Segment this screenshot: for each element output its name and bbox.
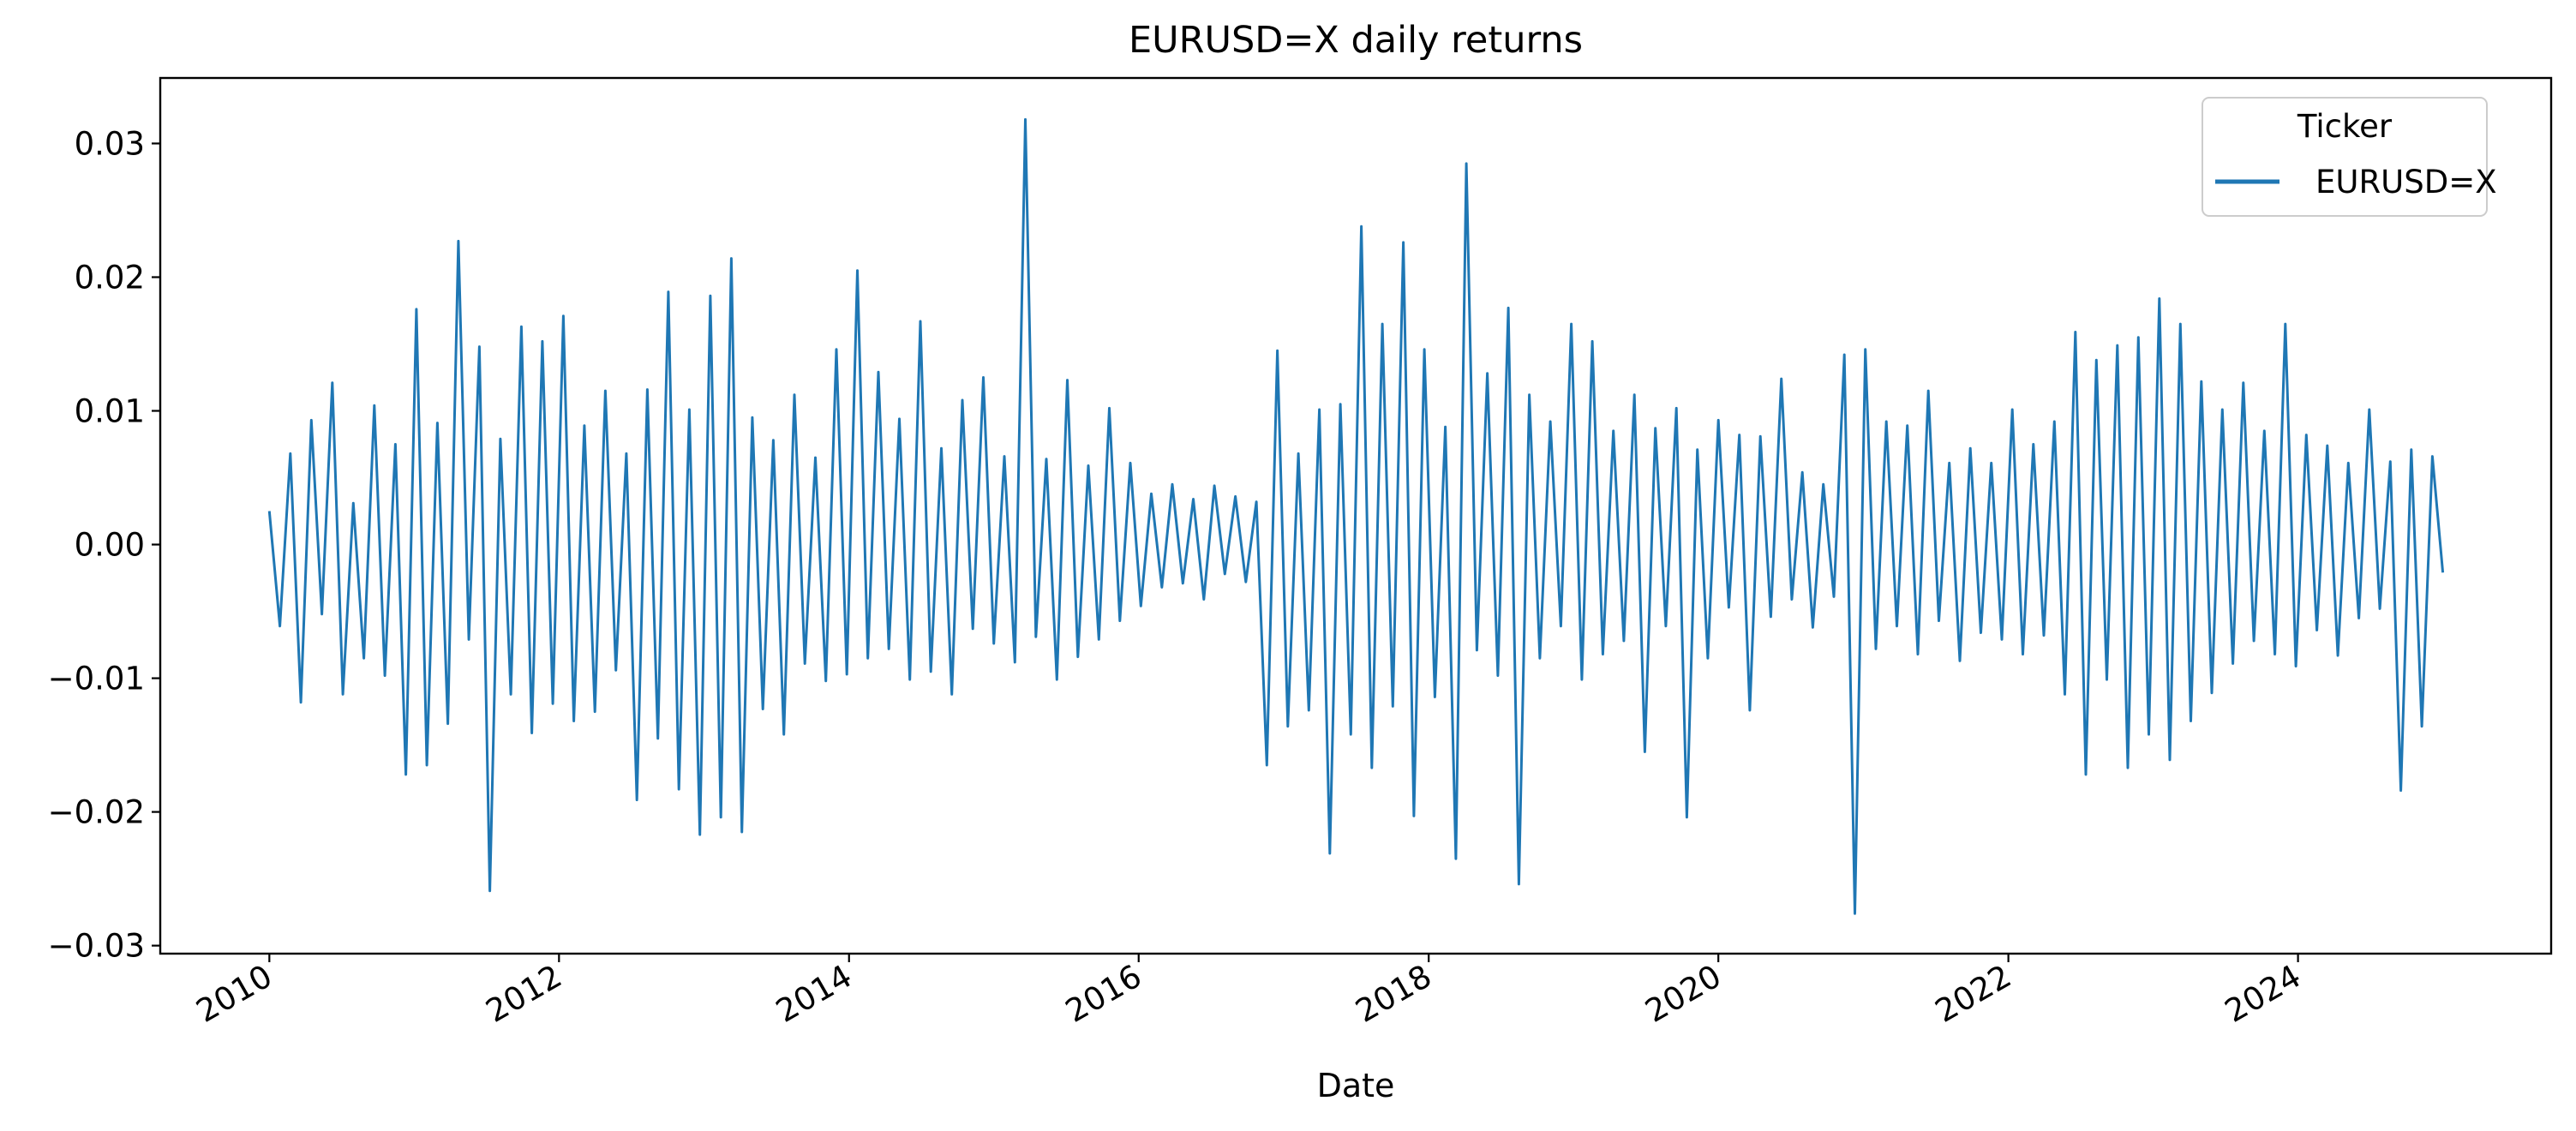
series-layer — [267, 117, 2445, 915]
y-tick-label: 0.00 — [75, 527, 145, 564]
series-line-eurusd — [267, 117, 2445, 915]
legend-title: Ticker — [2297, 108, 2393, 145]
chart-title: EURUSD=X daily returns — [1129, 19, 1583, 62]
legend-box — [2202, 97, 2488, 217]
y-tick-label: 0.02 — [75, 259, 145, 296]
y-axis: −0.03 −0.02 −0.01 0.00 0.01 0.02 0.03 — [48, 125, 160, 965]
plot-area — [159, 76, 2553, 955]
y-tick-label: −0.02 — [48, 794, 145, 831]
y-tick-label: −0.03 — [48, 928, 145, 965]
legend-label-eurusd: EURUSD=X — [2315, 164, 2497, 200]
axes-frame — [159, 76, 2553, 955]
y-tick-label: −0.01 — [48, 661, 145, 697]
legend: Ticker EURUSD=X — [2202, 97, 2497, 217]
y-tick-label: 0.03 — [75, 125, 145, 162]
x-axis-label: Date — [1317, 1067, 1395, 1104]
y-tick-label: 0.01 — [75, 393, 145, 430]
